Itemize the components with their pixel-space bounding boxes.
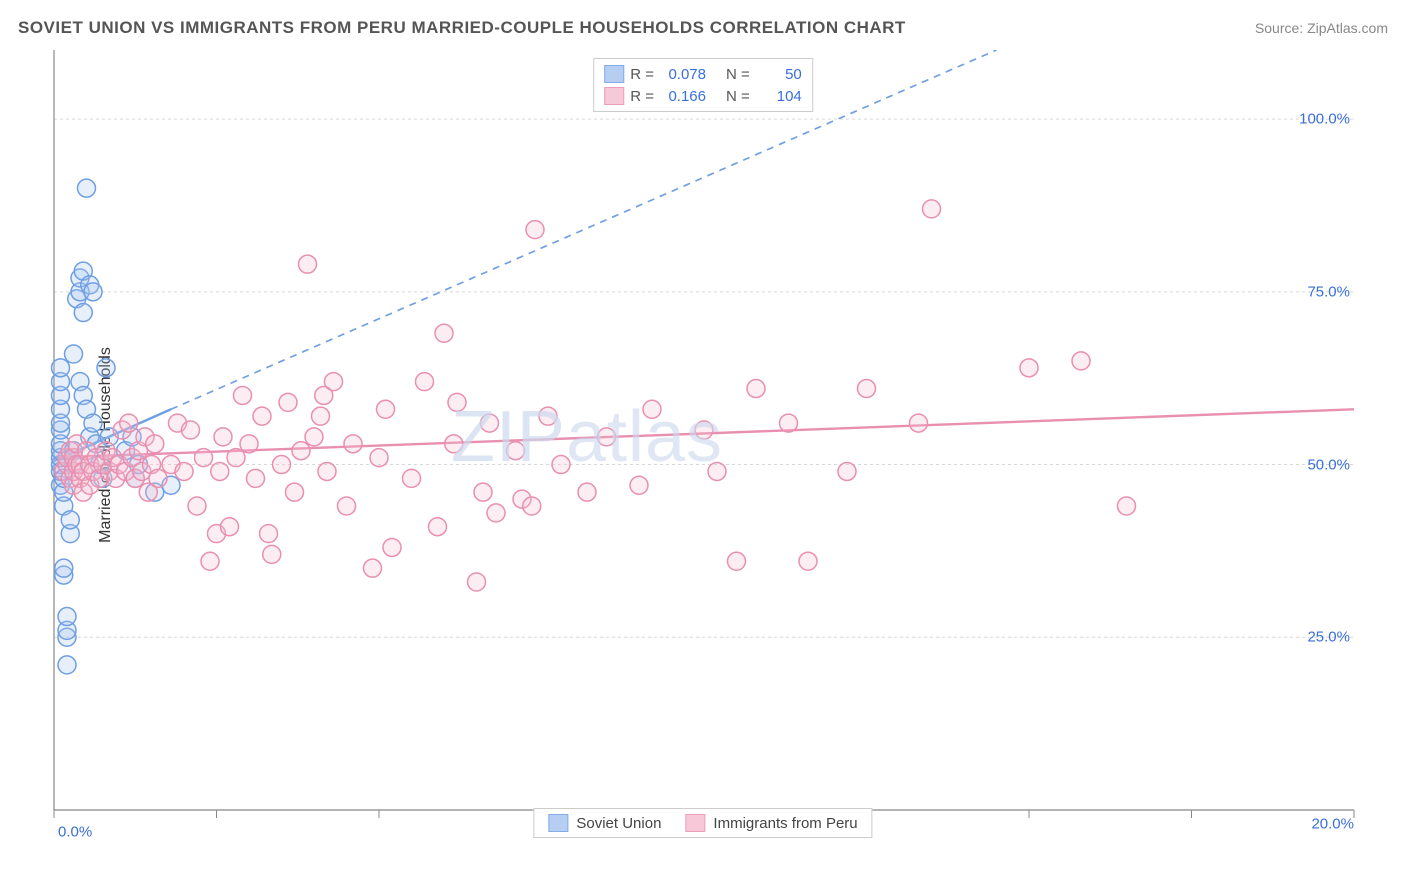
chart-title: SOVIET UNION VS IMMIGRANTS FROM PERU MAR…: [18, 18, 906, 38]
axis-tick-label: 100.0%: [1299, 111, 1350, 128]
header: SOVIET UNION VS IMMIGRANTS FROM PERU MAR…: [18, 18, 1388, 38]
axis-tick-label: 25.0%: [1307, 629, 1350, 646]
axis-tick-label: 75.0%: [1307, 283, 1350, 300]
chart-container: Married-couple Households ZIPatlas R =0.…: [18, 50, 1388, 840]
axis-tick-label: 20.0%: [1311, 816, 1354, 833]
axis-tick-label: 50.0%: [1307, 456, 1350, 473]
axis-tick-label: 0.0%: [58, 824, 92, 841]
axis-labels-layer: 25.0% 50.0% 75.0% 100.0% 0.0% 20.0%: [18, 50, 1388, 840]
source-attribution: Source: ZipAtlas.com: [1255, 20, 1388, 36]
